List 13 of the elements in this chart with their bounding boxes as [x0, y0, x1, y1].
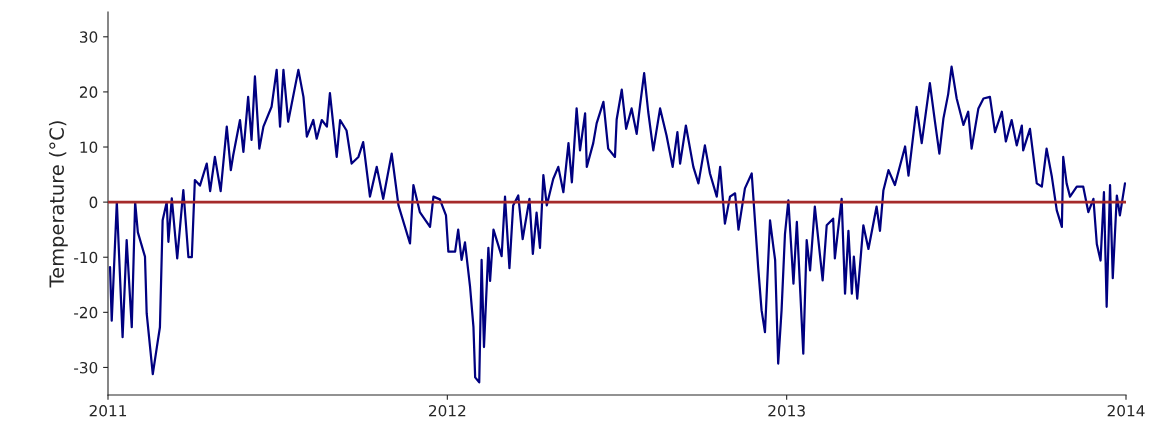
x-tick-label: 2012: [429, 404, 466, 417]
x-tick-label: 2013: [768, 404, 805, 417]
y-tick-label: 30: [80, 31, 98, 43]
y-tick-label: 20: [79, 86, 98, 98]
y-tick-label: -20: [74, 306, 98, 319]
y-tick-label: 0: [89, 196, 98, 209]
x-tick-label: 2014: [1107, 404, 1145, 417]
y-tick-label: 10: [80, 141, 98, 154]
x-tick-label: 2011: [89, 404, 127, 417]
line-series: [108, 65, 1126, 384]
y-tick-label: -10: [74, 251, 98, 264]
y-tick-label: -30: [74, 361, 98, 374]
y-axis-title: Temperature (°C): [48, 121, 68, 288]
